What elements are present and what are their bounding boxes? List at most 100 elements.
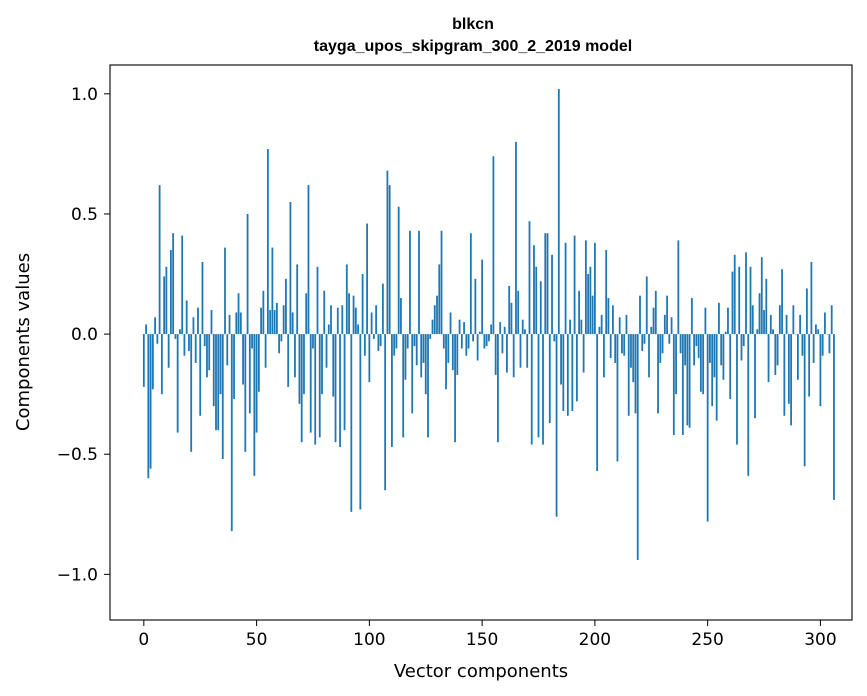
bar (675, 334, 677, 395)
bar (429, 334, 432, 339)
bar (341, 305, 344, 335)
bar (618, 317, 621, 335)
bar (584, 240, 587, 335)
bar (273, 310, 276, 335)
bar (363, 334, 366, 356)
bar (469, 233, 472, 335)
bar (713, 334, 716, 378)
bar (803, 334, 806, 467)
bar (327, 324, 330, 335)
bar (609, 334, 612, 359)
bar (535, 266, 538, 335)
bar (246, 213, 249, 335)
bar (508, 286, 511, 335)
bar (524, 329, 526, 335)
bar (819, 334, 822, 407)
bar (546, 233, 549, 335)
bar (625, 314, 628, 335)
bar (551, 254, 553, 335)
bar (431, 319, 434, 335)
bar (406, 334, 409, 349)
bar (145, 324, 147, 335)
bar (474, 278, 477, 335)
bar (810, 262, 813, 335)
bar (208, 334, 211, 371)
bar (185, 300, 188, 335)
bar (503, 326, 506, 335)
bar (203, 334, 206, 347)
bar (593, 242, 596, 335)
bar (778, 305, 781, 335)
bar (557, 89, 560, 335)
bar (641, 334, 644, 351)
bar (147, 334, 150, 479)
bar (517, 290, 520, 335)
bar (693, 334, 696, 366)
bar (411, 334, 414, 414)
bar (677, 240, 680, 335)
bar (801, 334, 804, 356)
bar (612, 305, 614, 335)
bar (481, 259, 484, 335)
bar (688, 334, 691, 428)
bar (499, 322, 502, 335)
bar (176, 334, 179, 433)
bar (530, 334, 533, 445)
bar (805, 288, 808, 335)
bar (415, 334, 418, 366)
bar (156, 334, 159, 344)
bar (515, 141, 517, 335)
chart-title: blkcn (452, 16, 494, 33)
bar (384, 334, 387, 491)
bar (600, 314, 603, 335)
bar (704, 307, 707, 335)
bar (686, 334, 689, 426)
bar (815, 324, 817, 335)
bar (318, 334, 321, 438)
bar (659, 334, 662, 363)
bar (424, 334, 427, 395)
bar (722, 334, 725, 380)
bar (566, 334, 569, 416)
x-tick-label: 50 (246, 630, 268, 650)
bar (237, 293, 240, 335)
bar (160, 334, 163, 395)
bar (763, 310, 765, 335)
bar (248, 334, 251, 414)
bar (742, 334, 745, 347)
bar (510, 302, 513, 335)
y-tick-label: 0.5 (71, 205, 98, 225)
bar (643, 334, 646, 344)
bar (221, 334, 224, 460)
bar (354, 307, 357, 335)
bar (616, 334, 619, 462)
bar (476, 334, 479, 361)
bar (828, 334, 831, 354)
bar (478, 331, 481, 335)
bar (375, 305, 378, 335)
bar (379, 334, 382, 347)
bar (255, 334, 258, 433)
bar (454, 334, 456, 443)
bar (684, 334, 686, 366)
bar (397, 206, 400, 335)
x-tick-label: 200 (579, 630, 611, 650)
bar (149, 334, 152, 469)
bar (528, 221, 531, 335)
bar (672, 334, 675, 435)
bar (787, 334, 790, 404)
bar (325, 334, 328, 368)
bar (460, 334, 463, 349)
bar (142, 334, 145, 387)
bar (212, 334, 215, 407)
bar (697, 334, 700, 359)
bar (487, 334, 490, 342)
y-tick-label: 0.0 (71, 325, 98, 345)
bar (652, 307, 655, 335)
bar (821, 334, 824, 356)
bar (167, 334, 170, 368)
bar (163, 276, 166, 335)
bar (172, 233, 175, 335)
bar (285, 278, 287, 335)
bar (402, 334, 405, 438)
